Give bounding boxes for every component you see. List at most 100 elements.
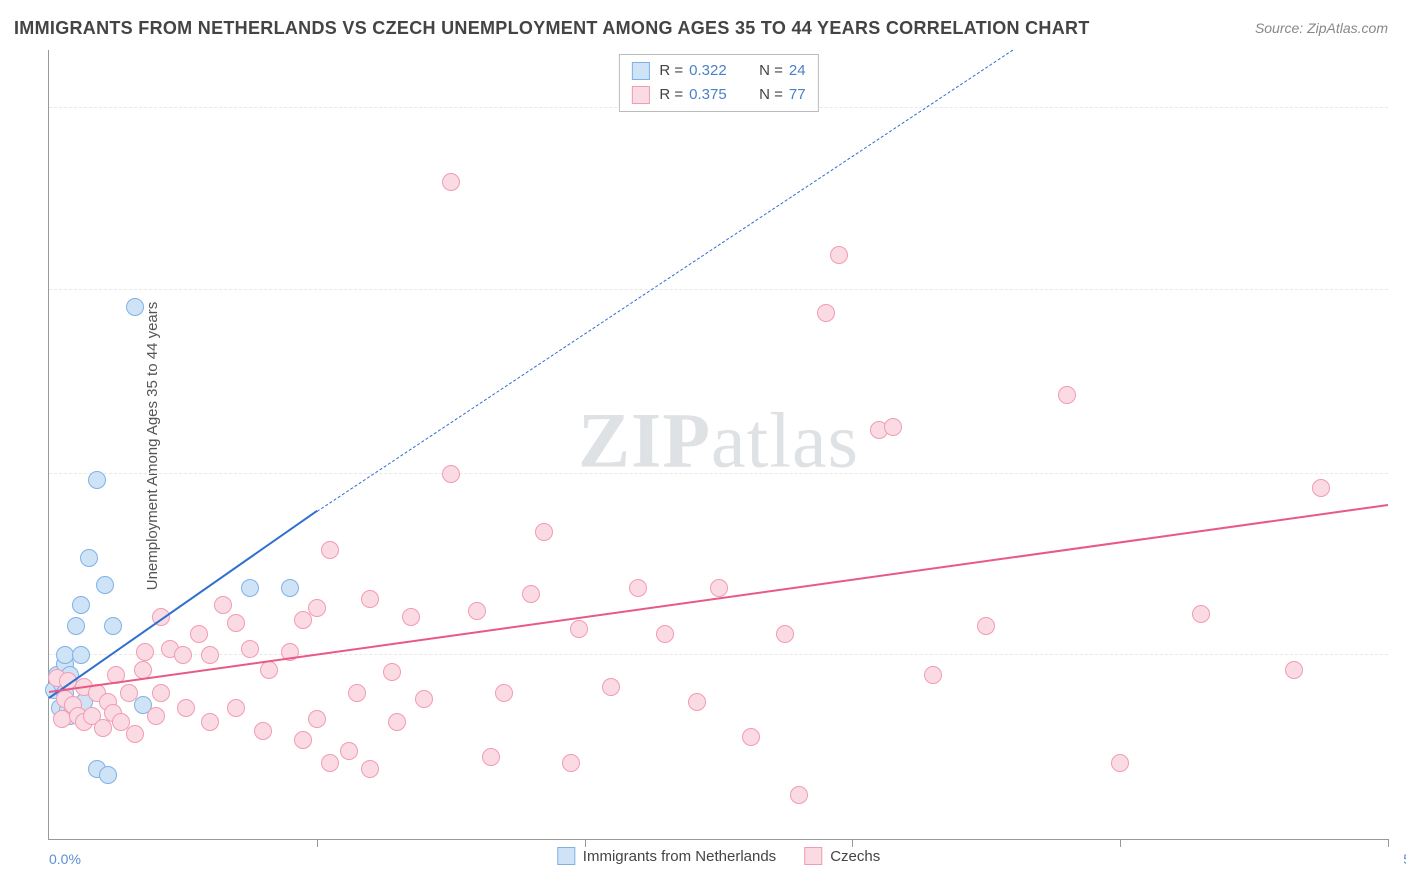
trendline	[49, 504, 1388, 693]
trendline-extrapolated	[317, 49, 1014, 512]
data-point-czechs	[482, 748, 500, 766]
watermark-zip: ZIP	[578, 396, 711, 483]
x-tick	[317, 839, 318, 847]
r-value-czechs: 0.375	[689, 83, 745, 107]
data-point-czechs	[790, 786, 808, 804]
data-point-czechs	[361, 590, 379, 608]
data-point-czechs	[120, 684, 138, 702]
data-point-czechs	[562, 754, 580, 772]
chart-title: IMMIGRANTS FROM NETHERLANDS VS CZECH UNE…	[14, 18, 1090, 39]
data-point-netherlands	[67, 617, 85, 635]
data-point-czechs	[152, 684, 170, 702]
data-point-czechs	[214, 596, 232, 614]
data-point-netherlands	[104, 617, 122, 635]
data-point-czechs	[1285, 661, 1303, 679]
data-point-czechs	[602, 678, 620, 696]
data-point-czechs	[688, 693, 706, 711]
data-point-czechs	[254, 722, 272, 740]
data-point-czechs	[308, 599, 326, 617]
data-point-czechs	[830, 246, 848, 264]
data-point-czechs	[227, 699, 245, 717]
data-point-czechs	[321, 754, 339, 772]
data-point-netherlands	[126, 298, 144, 316]
data-point-czechs	[227, 614, 245, 632]
gridline	[49, 289, 1388, 290]
data-point-czechs	[177, 699, 195, 717]
source-attribution: Source: ZipAtlas.com	[1255, 20, 1388, 36]
data-point-czechs	[321, 541, 339, 559]
data-point-czechs	[136, 643, 154, 661]
data-point-czechs	[1058, 386, 1076, 404]
x-axis-min-label: 0.0%	[49, 851, 81, 867]
data-point-czechs	[190, 625, 208, 643]
correlation-legend: R = 0.322 N = 24 R = 0.375 N = 77	[618, 54, 818, 112]
data-point-czechs	[294, 731, 312, 749]
data-point-netherlands	[96, 576, 114, 594]
data-point-czechs	[656, 625, 674, 643]
data-point-czechs	[817, 304, 835, 322]
data-point-czechs	[383, 663, 401, 681]
data-point-czechs	[570, 620, 588, 638]
watermark: ZIPatlas	[578, 395, 859, 485]
data-point-czechs	[924, 666, 942, 684]
data-point-czechs	[742, 728, 760, 746]
legend-row-netherlands: R = 0.322 N = 24	[631, 59, 805, 83]
data-point-czechs	[468, 602, 486, 620]
data-point-czechs	[308, 710, 326, 728]
data-point-netherlands	[72, 596, 90, 614]
legend-label-netherlands: Immigrants from Netherlands	[583, 848, 776, 865]
n-label: N =	[759, 83, 783, 107]
data-point-czechs	[348, 684, 366, 702]
data-point-czechs	[361, 760, 379, 778]
legend-swatch-netherlands	[631, 62, 649, 80]
data-point-czechs	[1111, 754, 1129, 772]
data-point-czechs	[442, 173, 460, 191]
x-tick	[585, 839, 586, 847]
data-point-netherlands	[281, 579, 299, 597]
data-point-czechs	[402, 608, 420, 626]
scatter-plot: ZIPatlas R = 0.322 N = 24 R = 0.375 N = …	[48, 50, 1388, 840]
gridline	[49, 473, 1388, 474]
r-value-netherlands: 0.322	[689, 59, 745, 83]
n-value-czechs: 77	[789, 83, 806, 107]
watermark-atlas: atlas	[711, 396, 859, 483]
data-point-czechs	[495, 684, 513, 702]
data-point-netherlands	[80, 549, 98, 567]
data-point-czechs	[977, 617, 995, 635]
x-tick	[1388, 839, 1389, 847]
data-point-czechs	[147, 707, 165, 725]
data-point-czechs	[241, 640, 259, 658]
r-label: R =	[659, 59, 683, 83]
data-point-czechs	[388, 713, 406, 731]
data-point-czechs	[710, 579, 728, 597]
data-point-netherlands	[88, 471, 106, 489]
legend-swatch-czechs	[631, 86, 649, 104]
data-point-czechs	[126, 725, 144, 743]
legend-swatch-czechs	[804, 847, 822, 865]
data-point-czechs	[522, 585, 540, 603]
legend-row-czechs: R = 0.375 N = 77	[631, 83, 805, 107]
data-point-czechs	[1312, 479, 1330, 497]
data-point-czechs	[134, 661, 152, 679]
x-tick	[1120, 839, 1121, 847]
r-label: R =	[659, 83, 683, 107]
n-value-netherlands: 24	[789, 59, 806, 83]
data-point-czechs	[1192, 605, 1210, 623]
data-point-czechs	[201, 646, 219, 664]
data-point-czechs	[629, 579, 647, 597]
data-point-netherlands	[72, 646, 90, 664]
data-point-netherlands	[99, 766, 117, 784]
data-point-czechs	[174, 646, 192, 664]
legend-item-czechs: Czechs	[804, 847, 880, 865]
legend-label-czechs: Czechs	[830, 848, 880, 865]
legend-item-netherlands: Immigrants from Netherlands	[557, 847, 776, 865]
data-point-czechs	[201, 713, 219, 731]
data-point-czechs	[340, 742, 358, 760]
data-point-czechs	[884, 418, 902, 436]
data-point-czechs	[415, 690, 433, 708]
series-legend: Immigrants from Netherlands Czechs	[557, 847, 880, 865]
data-point-czechs	[535, 523, 553, 541]
data-point-netherlands	[241, 579, 259, 597]
legend-swatch-netherlands	[557, 847, 575, 865]
x-tick	[852, 839, 853, 847]
